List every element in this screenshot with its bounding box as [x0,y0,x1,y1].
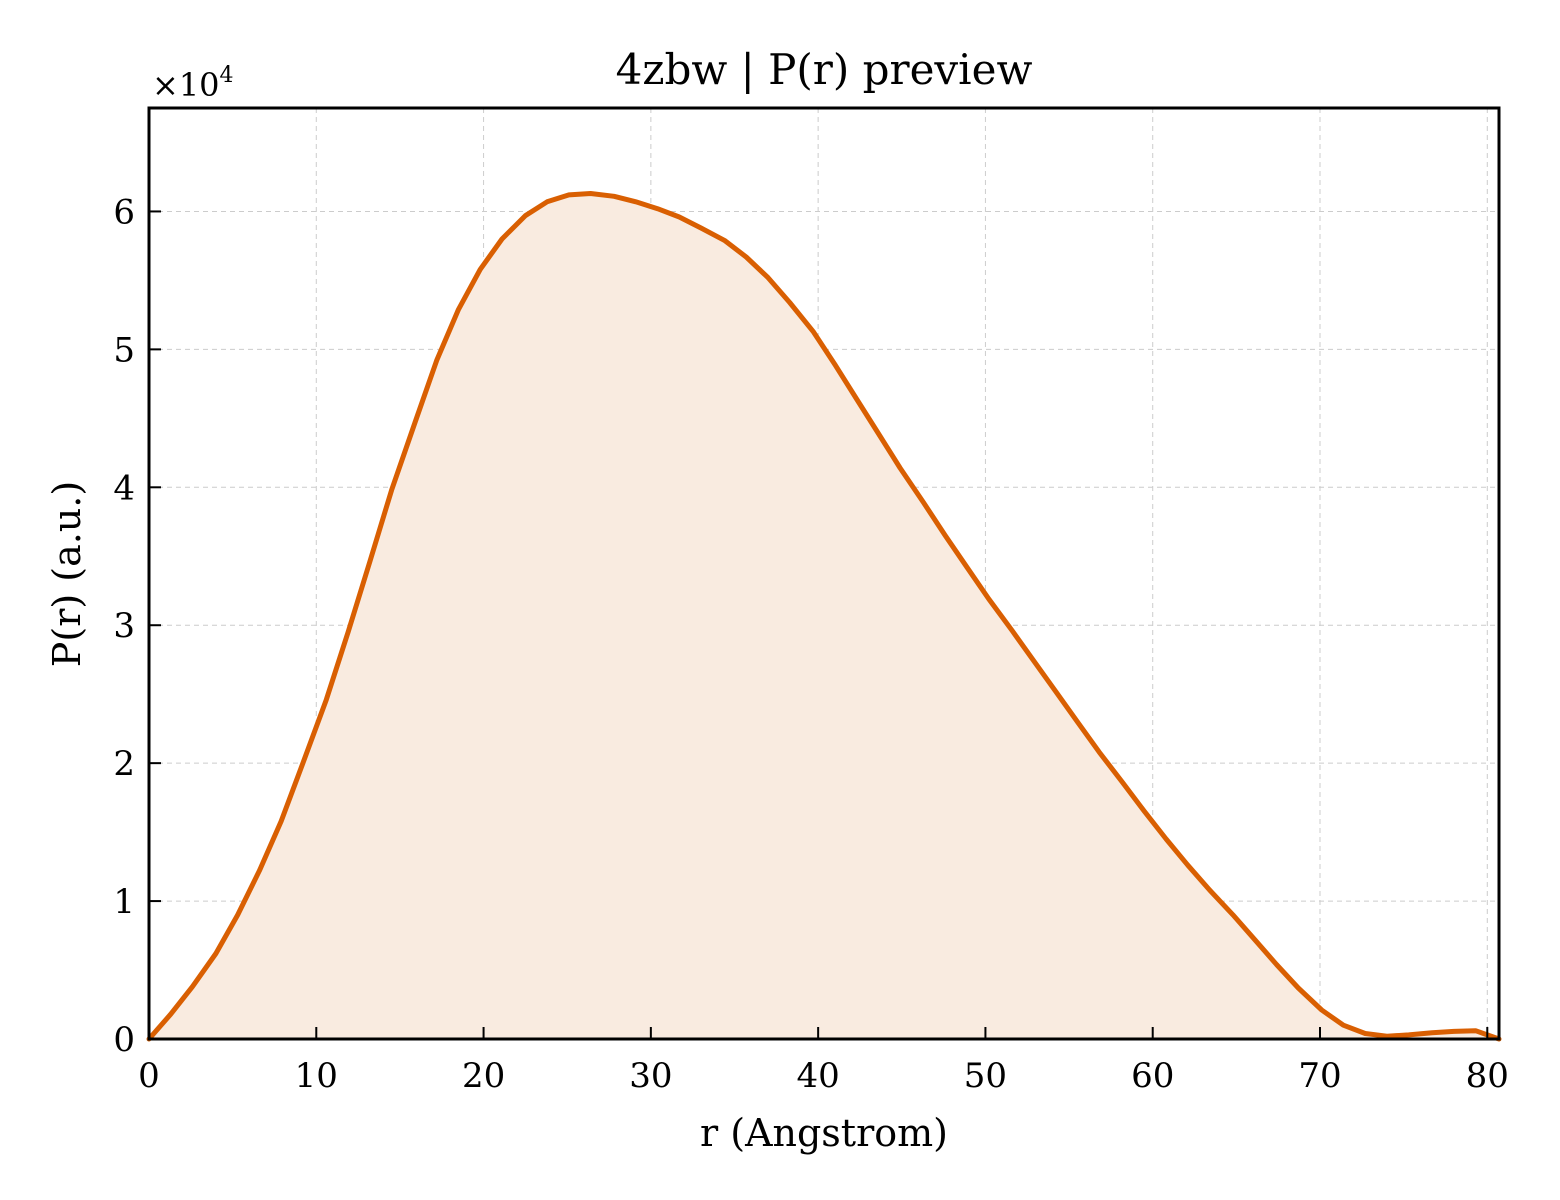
area-layer [146,191,1502,1042]
y-tick-label: 0 [113,1020,135,1060]
x-tick-label: 50 [964,1056,1007,1096]
y-multiplier-base: ×10 [152,66,220,104]
y-axis-multiplier: ×104 [152,63,234,104]
x-tick-label: 10 [295,1056,338,1096]
x-tick-label: 20 [462,1056,505,1096]
series-area-fill [149,193,1499,1039]
plot-frame [147,106,1501,1041]
y-tick-label: 1 [113,882,135,922]
y-tick-label: 2 [113,744,135,784]
ticks: 0 10 20 30 40 50 60 70 80 0 1 2 3 4 5 6 [113,192,1509,1096]
x-tick-label: 70 [1298,1056,1341,1096]
x-tick-label: 80 [1466,1056,1509,1096]
y-tick-label: 3 [113,606,135,646]
y-tick-label: 6 [113,192,135,232]
y-multiplier-exponent: 4 [220,63,234,88]
chart-title: 4zbw | P(r) preview [616,45,1033,94]
x-axis-title: r (Angstrom) [700,1111,948,1155]
x-tick-label: 40 [797,1056,840,1096]
y-tick-label: 4 [113,468,135,508]
x-tick-label: 60 [1131,1056,1174,1096]
x-tick-label: 30 [629,1056,672,1096]
y-axis-title: P(r) (a.u.) [45,481,89,667]
x-tick-label: 0 [138,1056,160,1096]
series-line [146,191,1502,1042]
y-tick-label: 5 [113,330,135,370]
